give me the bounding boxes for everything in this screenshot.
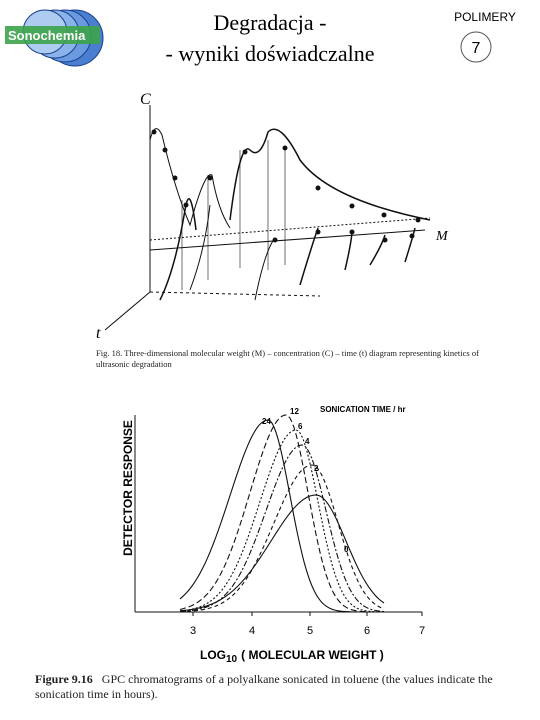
y-axis-label: DETECTOR RESPONSE [121,420,135,556]
chromatogram-curve [179,494,385,612]
curve-label: 12 [290,407,299,416]
curve-label: 2 [314,464,319,473]
title-line: - wyniki doświadczalne [166,41,375,66]
caption-label: Figure 9.16 [35,672,93,686]
page-number: 7 [472,40,481,57]
chromatogram-curve [179,444,385,613]
x-tick-label: 5 [307,625,313,637]
x-axis-label: LOG10( MOLECULAR WEIGHT ) [200,648,384,665]
title-line: Degradacja - [214,10,327,35]
curve-label: 6 [298,422,303,431]
x-label-part: ( MOLECULAR WEIGHT ) [241,648,384,662]
figure-3d [104,105,431,331]
chromatogram-curve [179,429,384,613]
x-label-part: LOG [200,648,226,662]
logo-text: Sonochemia [8,28,86,43]
figure-caption: Figure 9.16 GPC chromatograms of a polya… [35,672,525,702]
caption-text: GPC chromatograms of a polyalkane sonica… [35,672,493,701]
x-tick-label: 6 [364,625,370,637]
section-label: POLIMERY [454,10,516,24]
curve-label: 0 [344,545,349,554]
legend-title: SONICATION TIME / hr [320,405,406,414]
axis-label: C [140,91,151,108]
x-tick-label: 3 [190,625,196,637]
curve-label: 24 [262,417,271,426]
logo: Sonochemia [5,9,104,67]
axis-label: t [96,325,101,342]
chromatogram-curve [179,419,384,613]
figure-caption: Fig. 18. Three-dimensional molecular wei… [96,348,479,369]
x-label-part: 10 [226,654,238,665]
curve-label: 4 [305,437,310,446]
page-number-badge [460,31,492,63]
axis-label: M [435,229,449,244]
chromatogram-curve [180,464,385,613]
x-tick-label: 4 [249,625,255,637]
chromatogram-curve [179,414,384,613]
gpc-chart [134,414,423,616]
x-tick-label: 7 [419,625,425,637]
